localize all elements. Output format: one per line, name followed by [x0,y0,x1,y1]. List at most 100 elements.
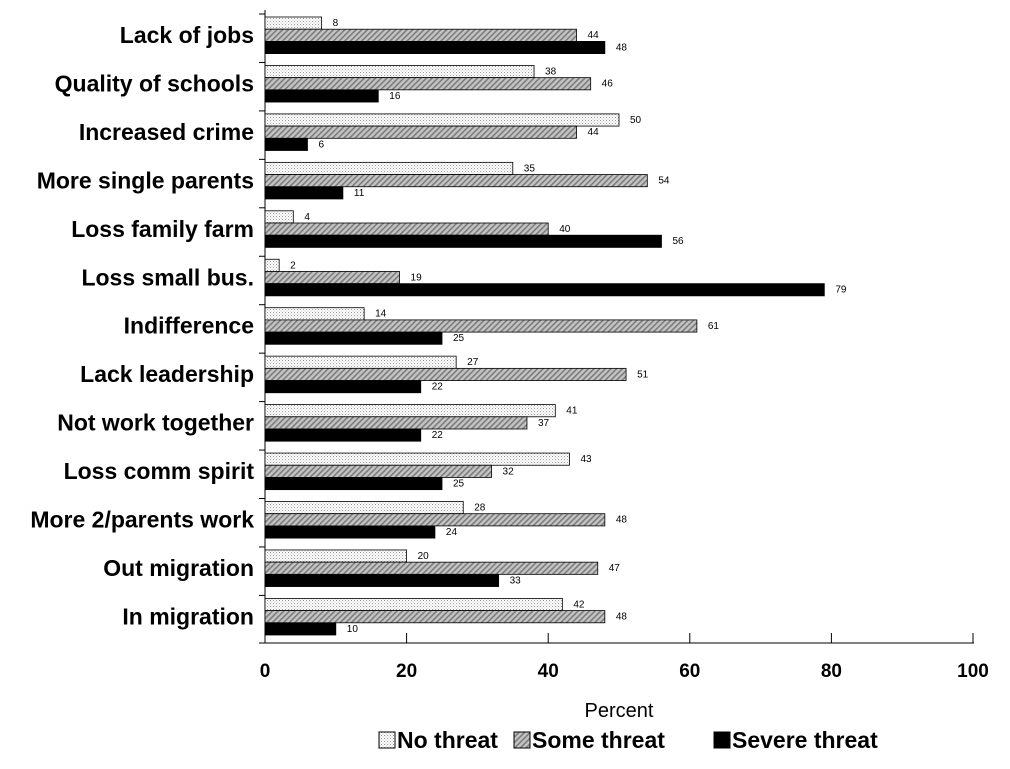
data-label-some-threat-loss-small-bus: 19 [411,272,423,283]
data-label-some-threat-indifference: 61 [708,321,720,332]
data-label-severe-threat-loss-small-bus: 79 [835,285,847,296]
bar-no-threat-out-migration [264,549,408,563]
data-label-severe-threat-indifference: 25 [453,333,465,344]
data-label-no-threat-more-single-parents: 35 [524,163,536,174]
data-label-some-threat-out-migration: 47 [609,563,621,574]
data-label-some-threat-not-work-together: 37 [538,418,550,429]
x-tick-label: 100 [957,661,989,682]
category-label-out-migration: Out migration [103,555,254,581]
data-label-no-threat-loss-small-bus: 2 [290,260,296,271]
data-label-severe-threat-in-migration: 10 [347,624,359,635]
bar-severe-threat-lack-of-jobs [264,41,606,55]
category-label-in-migration: In migration [122,603,254,629]
bar-severe-threat-loss-small-bus [264,283,825,297]
bars: 8 44 48 38 46 16 50 44 6 35 54 11 4 40 56 2 19 79 14 61 25 27… [264,16,847,636]
category-label-indifference: Indifference [124,313,254,339]
bar-severe-threat-increased-crime [264,137,308,151]
legend-swatch-some-threat [513,731,531,749]
bar-no-threat-loss-comm-spirit [264,452,570,466]
data-label-some-threat-lack-leadership: 51 [637,369,649,380]
category-label-increased-crime: Increased crime [79,119,254,145]
bar-some-threat-quality-of-schools [264,77,592,91]
bar-no-threat-lack-leadership [264,355,457,369]
category-label-lack-of-jobs: Lack of jobs [120,22,254,48]
bar-severe-threat-lack-leadership [264,380,422,394]
data-label-severe-threat-loss-comm-spirit: 25 [453,478,465,489]
data-label-some-threat-quality-of-schools: 46 [602,79,614,90]
bar-severe-threat-loss-family-farm [264,234,662,248]
bar-no-threat-in-migration [264,598,563,612]
data-label-severe-threat-out-migration: 33 [510,575,522,586]
data-label-no-threat-indifference: 14 [375,309,387,320]
legend-label-severe-threat: Severe threat [732,727,878,753]
bar-some-threat-loss-small-bus [264,271,400,285]
data-label-severe-threat-lack-leadership: 22 [432,382,444,393]
data-label-some-threat-loss-family-farm: 40 [559,224,571,235]
data-label-some-threat-loss-comm-spirit: 32 [503,466,515,477]
x-tick-label: 40 [538,661,559,682]
data-label-no-threat-out-migration: 20 [418,551,430,562]
data-label-some-threat-more-single-parents: 54 [658,176,670,187]
data-label-severe-threat-quality-of-schools: 16 [389,91,401,102]
data-label-some-threat-in-migration: 48 [616,612,628,623]
bar-some-threat-in-migration [264,610,606,624]
bar-some-threat-lack-of-jobs [264,28,577,42]
bar-severe-threat-more-2-parents-work [264,525,436,539]
x-tick-label: 60 [679,661,700,682]
bar-no-threat-not-work-together [264,404,556,418]
bar-no-threat-indifference [264,307,365,321]
data-label-severe-threat-loss-family-farm: 56 [672,236,684,247]
data-label-no-threat-increased-crime: 50 [630,115,642,126]
data-label-no-threat-loss-family-farm: 4 [304,212,310,223]
bar-some-threat-increased-crime [264,125,577,139]
bar-severe-threat-quality-of-schools [264,89,379,103]
x-axis-title: Percent [585,700,654,722]
data-label-no-threat-loss-comm-spirit: 43 [580,454,592,465]
bar-some-threat-more-2-parents-work [264,513,606,527]
category-label-quality-of-schools: Quality of schools [55,70,254,96]
bar-some-threat-loss-family-farm [264,222,549,236]
bar-no-threat-more-single-parents [264,161,514,175]
data-label-severe-threat-more-2-parents-work: 24 [446,527,458,538]
bar-no-threat-increased-crime [264,113,620,127]
data-label-no-threat-quality-of-schools: 38 [545,66,557,77]
data-label-some-threat-lack-of-jobs: 44 [588,30,600,41]
category-label-loss-comm-spirit: Loss comm spirit [64,458,255,484]
category-label-loss-small-bus: Loss small bus. [81,264,254,290]
bar-some-threat-not-work-together [264,416,528,430]
category-label-lack-leadership: Lack leadership [80,361,254,387]
bar-severe-threat-not-work-together [264,428,422,442]
category-label-more-single-parents: More single parents [37,167,254,193]
category-label-more-2-parents-work: More 2/parents work [30,507,254,533]
data-label-some-threat-increased-crime: 44 [588,127,600,138]
bar-severe-threat-in-migration [264,622,337,636]
legend-swatch-no-threat [378,731,396,749]
bar-no-threat-loss-family-farm [264,210,294,224]
x-tick-labels: 0 20 40 60 80 100 [260,661,989,682]
category-label-loss-family-farm: Loss family farm [71,216,254,242]
data-label-severe-threat-more-single-parents: 11 [354,188,365,199]
bar-no-threat-more-2-parents-work [264,501,464,515]
bar-severe-threat-indifference [264,331,443,345]
bar-some-threat-loss-comm-spirit [264,464,492,478]
data-label-no-threat-not-work-together: 41 [566,406,578,417]
bar-severe-threat-out-migration [264,573,500,587]
bar-severe-threat-loss-comm-spirit [264,477,443,491]
data-label-severe-threat-lack-of-jobs: 48 [616,42,628,53]
bar-some-threat-out-migration [264,561,599,575]
x-tick-label: 0 [260,661,271,682]
legend-label-no-threat: No threat [397,727,498,753]
bar-no-threat-loss-small-bus [264,258,280,272]
legend: No threat Some threat Severe threat [378,727,878,753]
data-label-severe-threat-increased-crime: 6 [318,139,324,150]
bar-some-threat-indifference [264,319,698,333]
bar-severe-threat-more-single-parents [264,186,344,200]
bar-no-threat-quality-of-schools [264,65,535,79]
data-label-some-threat-more-2-parents-work: 48 [616,515,628,526]
legend-swatch-severe-threat [713,731,731,749]
x-tick-label: 20 [396,661,417,682]
data-label-no-threat-lack-of-jobs: 8 [333,18,339,29]
data-label-no-threat-more-2-parents-work: 28 [474,503,486,514]
data-label-no-threat-lack-leadership: 27 [467,357,479,368]
